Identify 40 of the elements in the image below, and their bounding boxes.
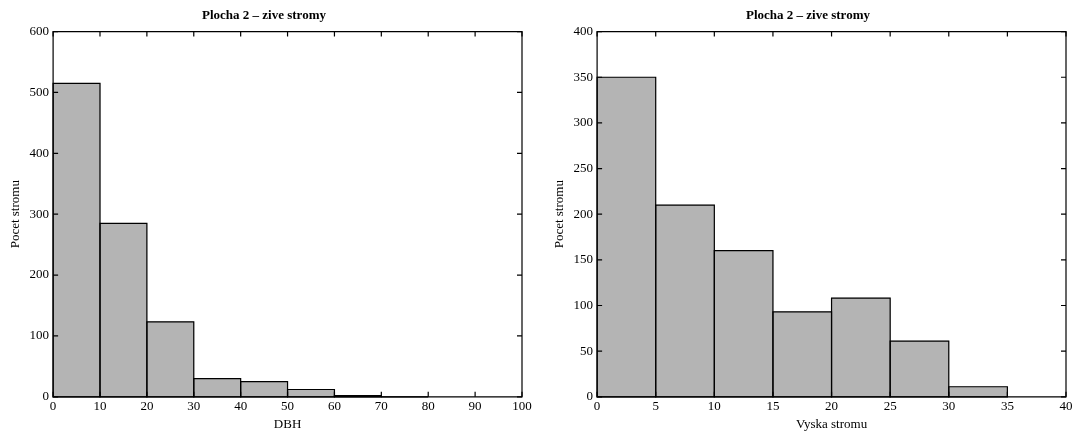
x-tick-label: 100	[512, 398, 532, 414]
x-tick-label: 5	[652, 398, 659, 414]
x-axis-title: DBH	[273, 415, 302, 431]
y-axis-title: Pocet stromu	[7, 179, 23, 249]
x-tick-label: 60	[327, 398, 341, 414]
x-tick-label: 80	[421, 398, 435, 414]
x-axis-title: Vyska stromu	[795, 415, 868, 431]
y-tick-label: 350	[573, 68, 594, 84]
y-tick-label: 500	[29, 83, 50, 99]
y-tick-label: 300	[573, 114, 594, 130]
y-tick-label: 200	[29, 266, 50, 282]
x-tick-label: 90	[468, 398, 482, 414]
y-axis-title: Pocet stromu	[551, 179, 567, 249]
chart-title: Plocha 2 – zive stromy	[202, 7, 327, 23]
x-tick-label: 30	[942, 398, 956, 414]
y-tick-label: 100	[573, 296, 594, 312]
chart-title: Plocha 2 – zive stromy	[746, 7, 871, 23]
x-tick-label: 40	[234, 398, 248, 414]
y-tick-label: 250	[573, 159, 594, 175]
x-tick-label: 70	[374, 398, 388, 414]
x-tick-label: 15	[766, 398, 780, 414]
y-tick-label: 400	[29, 144, 50, 160]
y-tick-label: 100	[29, 327, 50, 343]
x-tick-label: 30	[187, 398, 201, 414]
x-tick-label: 40	[1059, 398, 1073, 414]
y-tick-label: 0	[586, 388, 594, 404]
x-tick-label: 10	[93, 398, 107, 414]
y-tick-label: 300	[29, 205, 50, 221]
y-tick-label: 50	[580, 342, 594, 358]
x-tick-label: 35	[1000, 398, 1014, 414]
y-tick-label: 0	[42, 388, 50, 404]
y-tick-label: 400	[573, 23, 594, 39]
y-tick-label: 200	[573, 205, 594, 221]
x-tick-label: 20	[825, 398, 839, 414]
y-tick-label: 600	[29, 23, 50, 39]
x-tick-label: 25	[883, 398, 897, 414]
x-tick-label: 50	[281, 398, 295, 414]
x-tick-label: 10	[707, 398, 721, 414]
y-tick-label: 150	[573, 251, 594, 267]
x-tick-label: 20	[140, 398, 154, 414]
